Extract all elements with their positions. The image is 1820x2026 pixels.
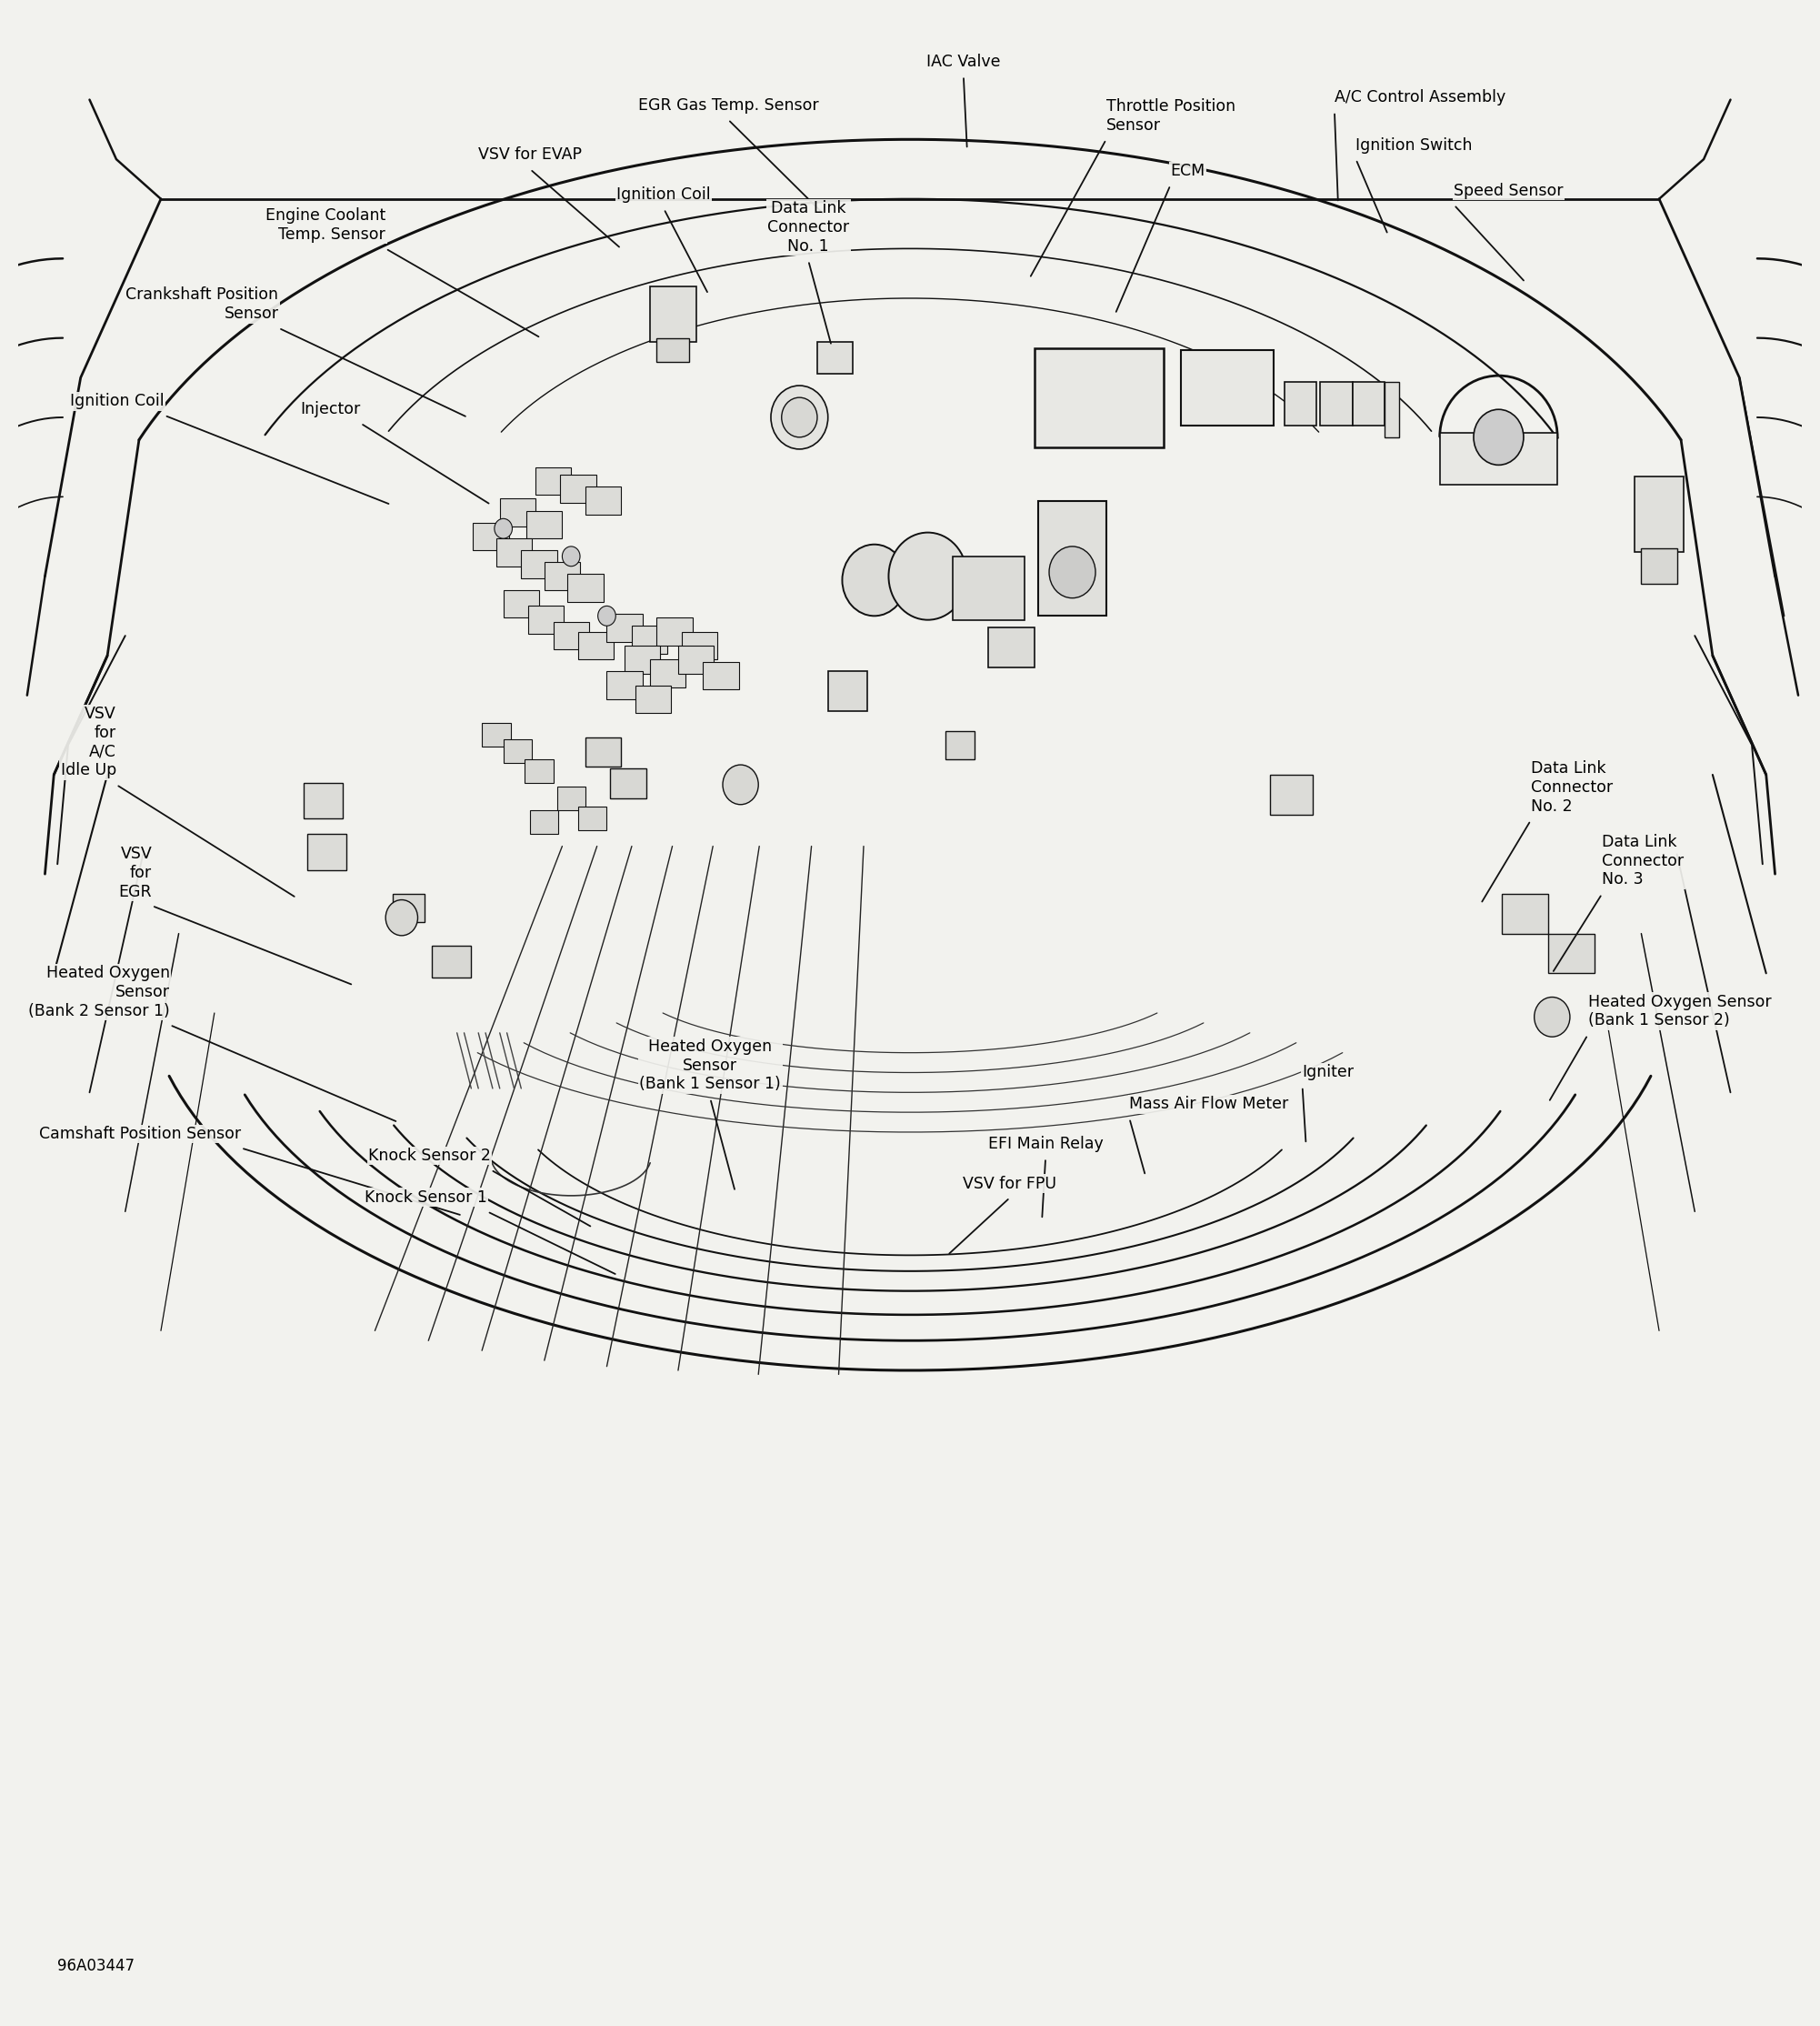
Bar [304, 782, 342, 819]
Bar [1642, 549, 1676, 583]
Text: IAC Valve: IAC Valve [926, 53, 1001, 71]
Bar [568, 573, 602, 602]
Text: Heated Oxygen
Sensor
(Bank 2 Sensor 1): Heated Oxygen Sensor (Bank 2 Sensor 1) [29, 964, 169, 1019]
Text: Camshaft Position Sensor: Camshaft Position Sensor [40, 1126, 240, 1143]
Bar [528, 606, 564, 634]
Bar [526, 511, 562, 539]
Text: EFI Main Relay: EFI Main Relay [988, 1137, 1103, 1153]
Bar [703, 663, 739, 689]
Bar [650, 286, 695, 342]
Circle shape [495, 519, 511, 539]
Bar [817, 342, 854, 373]
Text: Data Link
Connector
No. 2: Data Link Connector No. 2 [1531, 760, 1613, 814]
Text: VSV for EVAP: VSV for EVAP [479, 146, 582, 164]
Bar [606, 614, 642, 642]
Bar [1285, 381, 1316, 425]
Circle shape [1534, 997, 1571, 1037]
Bar [504, 590, 539, 618]
Bar [988, 628, 1036, 667]
Bar [586, 737, 621, 766]
Text: Ignition Coil: Ignition Coil [71, 393, 164, 409]
Bar [679, 646, 713, 673]
Bar [1039, 500, 1107, 616]
Bar [610, 768, 646, 798]
Bar [431, 946, 471, 977]
Bar [657, 338, 688, 363]
Circle shape [1048, 547, 1096, 598]
Bar [1440, 434, 1558, 484]
Bar [579, 632, 613, 660]
Circle shape [723, 766, 759, 804]
Bar [579, 806, 606, 831]
Circle shape [562, 547, 581, 567]
Bar [1036, 348, 1163, 448]
Text: ECM: ECM [1170, 162, 1205, 178]
Bar [606, 671, 642, 699]
Bar [1501, 893, 1549, 934]
Circle shape [781, 397, 817, 438]
Text: VSV
for
EGR: VSV for EGR [118, 845, 153, 900]
Text: Knock Sensor 2: Knock Sensor 2 [368, 1147, 491, 1163]
Text: Ignition Coil: Ignition Coil [617, 186, 712, 203]
Bar [682, 632, 717, 660]
Text: Crankshaft Position
Sensor: Crankshaft Position Sensor [126, 288, 278, 322]
Text: Speed Sensor: Speed Sensor [1454, 182, 1563, 199]
Bar [635, 685, 672, 713]
Bar [657, 618, 692, 646]
Bar [497, 539, 531, 567]
Text: Throttle Position
Sensor: Throttle Position Sensor [1107, 97, 1236, 134]
Circle shape [843, 545, 906, 616]
Bar [1181, 350, 1274, 425]
Text: Mass Air Flow Meter: Mass Air Flow Meter [1130, 1096, 1289, 1112]
Bar [501, 498, 535, 527]
Bar [828, 671, 866, 711]
Text: Knock Sensor 1: Knock Sensor 1 [364, 1189, 488, 1205]
Bar [624, 646, 661, 673]
Bar [954, 557, 1025, 620]
Bar [1385, 381, 1400, 438]
Text: Heated Oxygen
Sensor
(Bank 1 Sensor 1): Heated Oxygen Sensor (Bank 1 Sensor 1) [639, 1037, 781, 1092]
Bar [561, 474, 597, 502]
Bar [1634, 476, 1684, 553]
Bar [521, 551, 557, 577]
Circle shape [1474, 409, 1523, 466]
Circle shape [386, 900, 419, 936]
Bar [632, 626, 668, 654]
Bar [530, 810, 559, 835]
Text: Heated Oxygen Sensor
(Bank 1 Sensor 2): Heated Oxygen Sensor (Bank 1 Sensor 2) [1587, 993, 1771, 1029]
Bar [544, 563, 581, 590]
Bar [1270, 774, 1312, 814]
Text: VSV
for
A/C
Idle Up: VSV for A/C Idle Up [60, 705, 116, 778]
Circle shape [772, 385, 828, 450]
Bar [308, 835, 346, 869]
Text: VSV for FPU: VSV for FPU [963, 1175, 1057, 1191]
Text: Injector: Injector [300, 401, 360, 417]
Bar [946, 731, 974, 760]
Bar [557, 786, 586, 810]
Text: Igniter: Igniter [1303, 1064, 1354, 1080]
Text: Data Link
Connector
No. 1: Data Link Connector No. 1 [768, 201, 850, 255]
Bar [393, 893, 424, 922]
Circle shape [888, 533, 966, 620]
Circle shape [597, 606, 615, 626]
Bar [482, 723, 510, 748]
Text: Engine Coolant
Temp. Sensor: Engine Coolant Temp. Sensor [266, 207, 386, 243]
Bar [1320, 381, 1352, 425]
Text: EGR Gas Temp. Sensor: EGR Gas Temp. Sensor [637, 97, 819, 113]
Text: Ignition Switch: Ignition Switch [1356, 138, 1472, 154]
Bar [1352, 381, 1385, 425]
Text: A/C Control Assembly: A/C Control Assembly [1334, 89, 1505, 105]
Text: Data Link
Connector
No. 3: Data Link Connector No. 3 [1602, 835, 1684, 887]
Bar [473, 523, 508, 551]
Bar [535, 468, 571, 494]
Bar [586, 486, 621, 515]
Bar [504, 739, 531, 764]
Bar [1549, 934, 1594, 972]
Text: 96A03447: 96A03447 [58, 1957, 135, 1973]
Bar [650, 660, 686, 687]
Bar [553, 622, 590, 650]
Bar [524, 760, 553, 782]
